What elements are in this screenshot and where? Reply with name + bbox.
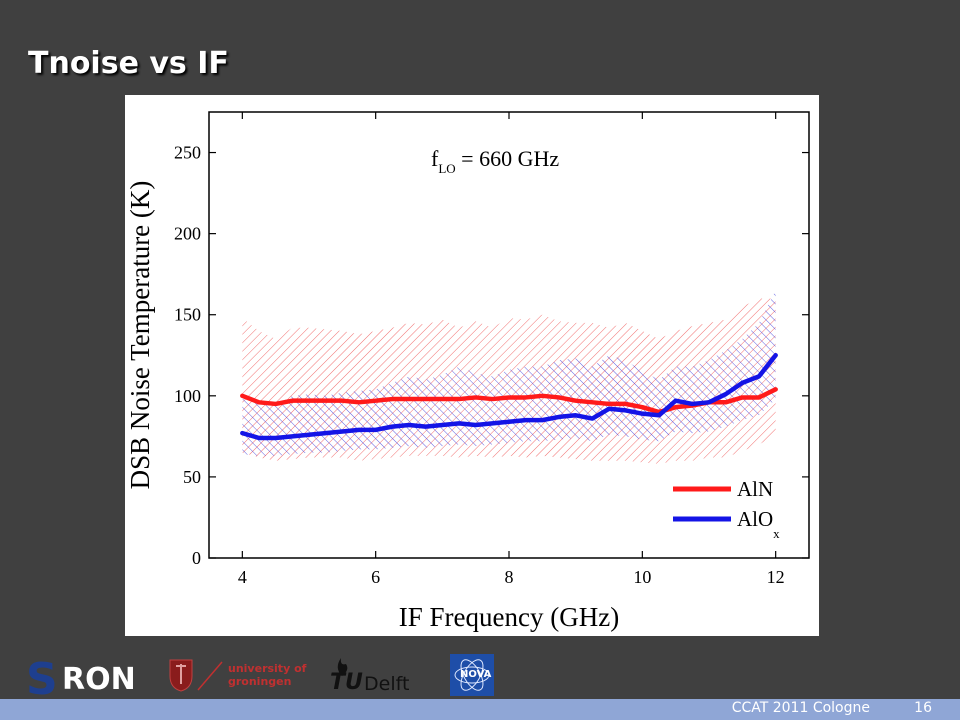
groningen-crest-icon — [169, 659, 193, 692]
groningen-line1: university of — [228, 662, 307, 675]
groningen-divider-icon — [197, 661, 223, 691]
x-tick-label: 4 — [238, 567, 247, 587]
y-tick-label: 0 — [192, 548, 201, 568]
line-alo — [240, 353, 778, 441]
groningen-logo: university of groningen — [168, 658, 318, 698]
axis-ticks: 4 6 8 10 12 0 50 100 150 200 250 — [174, 112, 809, 587]
tudelft-delft: Delft — [364, 673, 410, 695]
tudelft-tu: TU — [330, 670, 363, 695]
noise-temperature-chart: 4 6 8 10 12 0 50 100 150 200 250 IF Frequency (GHz… — [125, 111, 810, 632]
lo-frequency-annotation: fLO = 660 GHz — [431, 146, 559, 176]
chart-panel: 4 6 8 10 12 0 50 100 150 200 250 IF Frequency (GHz… — [125, 95, 819, 636]
y-tick-label: 200 — [174, 224, 201, 244]
nova-logo: NOVA — [450, 654, 494, 696]
legend-label-alox-main: AlO — [737, 507, 773, 531]
x-tick-label: 10 — [633, 567, 651, 587]
page-number: 16 — [914, 700, 932, 716]
nova-text: NOVA — [460, 669, 492, 680]
annotation-rest: = 660 GHz — [456, 146, 560, 171]
line-aln — [240, 387, 778, 415]
x-tick-label: 12 — [767, 567, 785, 587]
annotation-sub: LO — [438, 161, 455, 176]
series-lines — [240, 353, 778, 441]
legend-label-alox-sub: x — [773, 526, 780, 541]
logo-strip: S RON university of groningen TU Delft N… — [0, 652, 960, 705]
tudelft-flame-icon — [337, 658, 348, 676]
x-tick-label: 6 — [371, 567, 380, 587]
groningen-line2: groningen — [228, 675, 292, 688]
sron-text: RON — [62, 662, 136, 697]
x-tick-label: 8 — [505, 567, 514, 587]
legend: AlN AlOx — [673, 477, 780, 541]
y-tick-label: 50 — [183, 467, 201, 487]
footer-event: CCAT 2011 Cologne — [731, 700, 870, 716]
uncertainty-bands — [242, 290, 776, 464]
tudelft-logo: TU Delft — [330, 656, 430, 700]
x-axis-title: IF Frequency (GHz) — [399, 602, 619, 632]
slide-title: Tnoise vs IF — [28, 46, 229, 81]
y-tick-label: 150 — [174, 305, 201, 325]
sron-s-mark: S — [26, 654, 58, 705]
nova-orbit-icon — [454, 659, 490, 691]
legend-label-alox: AlOx — [737, 507, 780, 541]
annotation-main: f — [431, 146, 439, 171]
footer-bar: CCAT 2011 Cologne 16 — [0, 699, 960, 720]
sron-logo: S RON — [26, 654, 146, 705]
y-axis-title: DSB Noise Temperature (K) — [125, 181, 155, 490]
legend-label-aln: AlN — [737, 477, 773, 501]
y-tick-label: 100 — [174, 386, 201, 406]
y-tick-label: 250 — [174, 143, 201, 163]
